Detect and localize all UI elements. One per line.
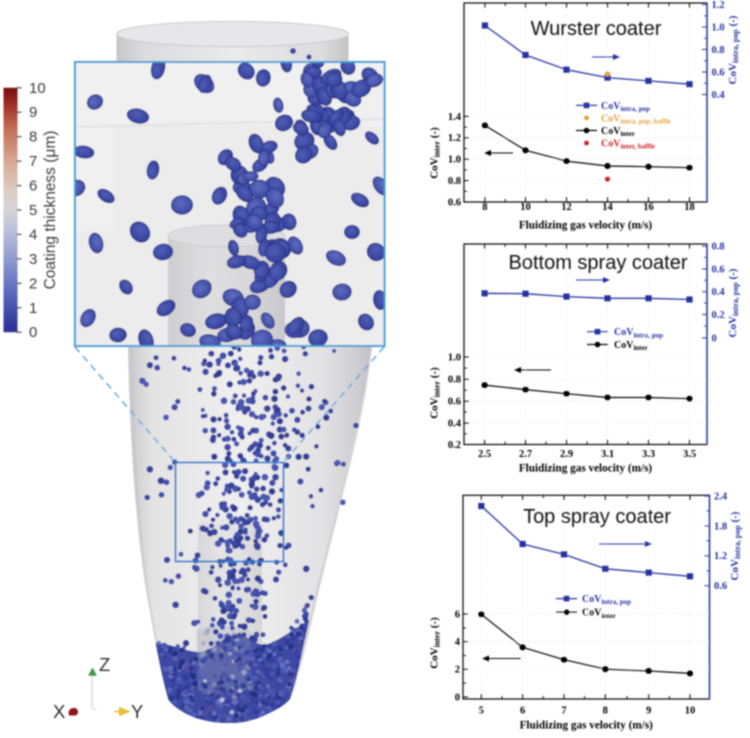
svg-text:10: 10 (685, 706, 696, 717)
svg-text:CoVinter​ (-): CoVinter​ (-) (429, 367, 442, 419)
svg-text:Z: Z (99, 654, 110, 675)
svg-text:0: 0 (455, 692, 460, 703)
svg-text:CoVinter​ (-): CoVinter​ (-) (429, 127, 442, 179)
svg-text:3: 3 (29, 251, 37, 268)
svg-text:CoVintra, pop​ (-): CoVintra, pop​ (-) (729, 511, 742, 580)
svg-text:CoVintra, pop​: CoVintra, pop​ (601, 101, 650, 113)
svg-text:3.3: 3.3 (642, 449, 655, 460)
svg-text:6: 6 (29, 178, 37, 195)
svg-text:0.6: 0.6 (712, 67, 725, 78)
svg-text:4: 4 (29, 226, 37, 243)
svg-text:CoVintra, pop​: CoVintra, pop​ (614, 327, 663, 339)
svg-text:1.0: 1.0 (712, 22, 725, 33)
svg-text:Y: Y (131, 701, 143, 722)
svg-text:0.8: 0.8 (712, 242, 725, 253)
svg-text:3.1: 3.1 (601, 449, 614, 460)
svg-text:Bottom spray coater: Bottom spray coater (509, 252, 688, 274)
svg-text:Coating thickness (μm): Coating thickness (μm) (42, 131, 59, 290)
svg-text:CoVinter​: CoVinter​ (582, 608, 616, 620)
svg-text:5: 5 (479, 706, 484, 717)
svg-text:8: 8 (482, 202, 487, 213)
svg-text:CoVinter​: CoVinter​ (614, 340, 648, 352)
svg-text:2: 2 (29, 275, 37, 292)
svg-text:Fluidizing gas velocity (m/s): Fluidizing gas velocity (m/s) (520, 720, 654, 732)
svg-text:CoVintra, pop​ (-): CoVintra, pop​ (-) (727, 268, 740, 337)
svg-text:CoVintra, pop​ (-): CoVintra, pop​ (-) (727, 15, 740, 84)
svg-text:0.8: 0.8 (448, 375, 461, 386)
svg-text:0: 0 (29, 324, 37, 341)
svg-text:8: 8 (603, 706, 608, 717)
svg-text:18: 18 (684, 202, 695, 213)
svg-text:1.2: 1.2 (714, 551, 727, 562)
svg-text:2.9: 2.9 (560, 449, 573, 460)
svg-text:1.2: 1.2 (448, 133, 461, 144)
svg-text:14: 14 (602, 202, 613, 213)
svg-text:Fluidizing gas velocity (m/s): Fluidizing gas velocity (m/s) (519, 220, 653, 232)
svg-text:5: 5 (29, 202, 37, 219)
svg-text:1.4: 1.4 (448, 112, 462, 123)
svg-text:0.6: 0.6 (448, 197, 461, 208)
svg-text:CoVinter, baffle​: CoVinter, baffle​ (601, 138, 655, 150)
svg-text:0.2: 0.2 (712, 310, 725, 321)
svg-text:CoVinter​ (-): CoVinter​ (-) (429, 617, 442, 669)
svg-text:1.0: 1.0 (448, 352, 461, 363)
svg-text:0.8: 0.8 (712, 45, 725, 56)
svg-text:6: 6 (455, 609, 460, 620)
svg-text:CoVintra, pop​: CoVintra, pop​ (582, 594, 631, 606)
svg-text:2: 2 (455, 665, 460, 676)
svg-text:2.7: 2.7 (519, 449, 532, 460)
svg-text:1: 1 (29, 300, 37, 317)
svg-text:8: 8 (29, 129, 37, 146)
svg-text:0.6: 0.6 (714, 581, 727, 592)
svg-text:4: 4 (455, 637, 461, 648)
svg-text:Fluidizing gas velocity (m/s): Fluidizing gas velocity (m/s) (519, 463, 653, 475)
svg-text:3.5: 3.5 (683, 449, 696, 460)
svg-text:12: 12 (561, 202, 572, 213)
svg-text:CoVintra, pop, baffle​: CoVintra, pop, baffle​ (601, 113, 671, 125)
svg-text:6: 6 (520, 706, 525, 717)
svg-text:16: 16 (643, 202, 654, 213)
svg-text:Top spray coater: Top spray coater (523, 506, 671, 528)
svg-text:0.4: 0.4 (712, 90, 726, 101)
svg-text:0.4: 0.4 (712, 287, 726, 298)
svg-text:0.2: 0.2 (448, 440, 461, 451)
svg-text:0.6: 0.6 (448, 397, 461, 408)
svg-text:0.4: 0.4 (448, 419, 462, 430)
svg-text:10: 10 (29, 80, 46, 97)
svg-text:X: X (53, 701, 65, 722)
svg-text:7: 7 (29, 153, 37, 170)
svg-text:1.8: 1.8 (714, 521, 727, 532)
svg-text:0.8: 0.8 (448, 176, 461, 187)
svg-text:2.5: 2.5 (478, 449, 491, 460)
svg-text:CoVinter​: CoVinter​ (601, 126, 635, 138)
svg-text:10: 10 (520, 202, 531, 213)
svg-text:1.2: 1.2 (712, 0, 725, 11)
svg-text:0: 0 (712, 333, 717, 344)
svg-text:9: 9 (646, 706, 651, 717)
svg-text:0.6: 0.6 (712, 264, 725, 275)
svg-text:2.4: 2.4 (714, 491, 728, 502)
svg-text:9: 9 (29, 104, 37, 121)
svg-text:1.0: 1.0 (448, 155, 461, 166)
svg-text:Wurster coater: Wurster coater (531, 18, 662, 40)
svg-text:7: 7 (561, 706, 566, 717)
